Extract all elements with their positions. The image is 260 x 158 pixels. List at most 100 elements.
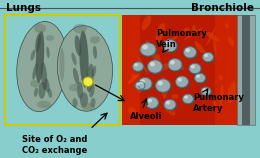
Ellipse shape <box>142 45 148 49</box>
Ellipse shape <box>191 65 195 68</box>
Ellipse shape <box>192 25 196 36</box>
Ellipse shape <box>48 88 52 98</box>
Ellipse shape <box>135 81 145 90</box>
Ellipse shape <box>32 63 38 80</box>
Ellipse shape <box>34 24 46 33</box>
Ellipse shape <box>212 101 217 107</box>
Ellipse shape <box>140 79 154 92</box>
Ellipse shape <box>228 37 234 46</box>
Ellipse shape <box>77 82 83 99</box>
Ellipse shape <box>167 38 175 49</box>
Ellipse shape <box>166 101 170 105</box>
Ellipse shape <box>166 101 178 112</box>
Ellipse shape <box>203 52 213 62</box>
Ellipse shape <box>34 88 38 97</box>
Ellipse shape <box>183 94 193 104</box>
Ellipse shape <box>147 99 152 103</box>
Ellipse shape <box>150 62 165 75</box>
Bar <box>122 15 140 125</box>
Ellipse shape <box>128 107 136 115</box>
Ellipse shape <box>152 53 160 61</box>
Ellipse shape <box>202 88 211 96</box>
Ellipse shape <box>158 81 172 94</box>
Ellipse shape <box>81 103 95 110</box>
Ellipse shape <box>177 78 182 82</box>
Bar <box>122 15 255 125</box>
Ellipse shape <box>79 30 89 87</box>
Ellipse shape <box>203 89 213 97</box>
Ellipse shape <box>184 47 197 58</box>
Ellipse shape <box>30 50 35 61</box>
Ellipse shape <box>17 21 67 112</box>
Ellipse shape <box>146 41 153 53</box>
Ellipse shape <box>46 35 54 41</box>
Bar <box>5 15 120 125</box>
Ellipse shape <box>185 96 196 106</box>
Ellipse shape <box>89 83 95 97</box>
Ellipse shape <box>171 94 178 99</box>
Ellipse shape <box>164 99 176 110</box>
Ellipse shape <box>57 26 113 111</box>
Text: Pulmonary
Artery: Pulmonary Artery <box>193 93 244 113</box>
Ellipse shape <box>213 38 217 55</box>
Ellipse shape <box>90 98 95 107</box>
Ellipse shape <box>176 76 188 88</box>
Ellipse shape <box>36 31 44 83</box>
Ellipse shape <box>155 79 171 92</box>
Ellipse shape <box>170 60 175 65</box>
Ellipse shape <box>73 24 87 33</box>
Ellipse shape <box>197 75 207 85</box>
Ellipse shape <box>178 78 191 89</box>
Ellipse shape <box>47 47 50 58</box>
Ellipse shape <box>38 82 45 99</box>
Ellipse shape <box>185 49 198 60</box>
Ellipse shape <box>163 103 176 116</box>
Ellipse shape <box>37 101 51 108</box>
Ellipse shape <box>225 23 229 28</box>
Ellipse shape <box>168 58 182 71</box>
Ellipse shape <box>158 81 163 85</box>
Ellipse shape <box>206 27 216 46</box>
Ellipse shape <box>141 15 151 30</box>
Ellipse shape <box>80 92 88 107</box>
Ellipse shape <box>134 64 146 73</box>
Ellipse shape <box>41 62 47 90</box>
Ellipse shape <box>131 73 137 79</box>
Text: Pulmonary
Vein: Pulmonary Vein <box>156 29 207 49</box>
Ellipse shape <box>170 60 184 73</box>
Ellipse shape <box>69 84 81 91</box>
Ellipse shape <box>134 63 138 67</box>
Bar <box>242 15 250 125</box>
Ellipse shape <box>35 33 41 52</box>
Ellipse shape <box>159 63 169 71</box>
Ellipse shape <box>92 66 96 77</box>
Ellipse shape <box>169 35 179 42</box>
Ellipse shape <box>90 36 100 44</box>
Ellipse shape <box>185 48 190 52</box>
Ellipse shape <box>150 62 155 67</box>
Ellipse shape <box>142 45 158 58</box>
Text: Site of O₂ and
CO₂ exchange: Site of O₂ and CO₂ exchange <box>22 135 88 155</box>
Ellipse shape <box>184 95 188 99</box>
Ellipse shape <box>179 65 184 70</box>
Ellipse shape <box>163 40 177 52</box>
Ellipse shape <box>60 48 64 81</box>
Ellipse shape <box>205 54 216 64</box>
Text: Bronchiole: Bronchiole <box>191 3 254 13</box>
Ellipse shape <box>196 75 200 78</box>
Ellipse shape <box>136 82 140 85</box>
Ellipse shape <box>73 68 79 84</box>
Ellipse shape <box>165 41 179 54</box>
Ellipse shape <box>140 79 145 84</box>
Ellipse shape <box>137 83 147 92</box>
Text: Alveoli: Alveoli <box>130 112 162 121</box>
Ellipse shape <box>71 52 77 65</box>
Ellipse shape <box>194 41 205 54</box>
Text: Lungs: Lungs <box>6 3 41 13</box>
Ellipse shape <box>191 65 203 76</box>
Ellipse shape <box>189 63 201 74</box>
Circle shape <box>83 77 93 87</box>
Ellipse shape <box>184 28 190 34</box>
Ellipse shape <box>204 54 208 57</box>
Ellipse shape <box>93 46 97 59</box>
